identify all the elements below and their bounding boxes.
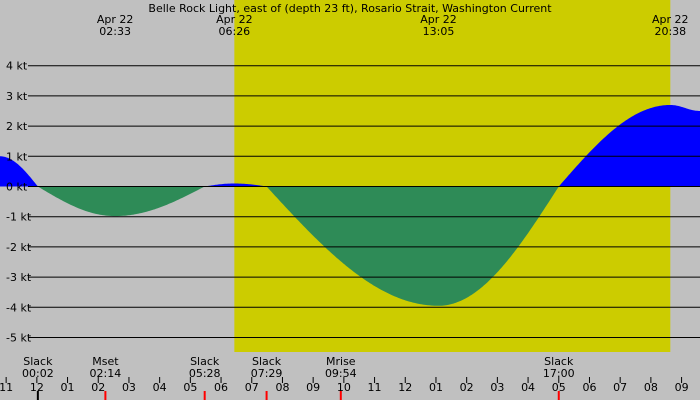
event-name-label: Mset xyxy=(92,355,119,368)
y-tick-label: -2 kt xyxy=(6,241,32,254)
y-tick-label: -5 kt xyxy=(6,332,32,345)
hour-tick-label: 07 xyxy=(613,381,627,394)
hour-tick-label: 03 xyxy=(122,381,136,394)
hour-tick-label: 02 xyxy=(91,381,105,394)
top-date-label: Apr 22 xyxy=(97,13,134,26)
y-tick-label-layer: 4 kt 3 kt 2 kt 1 kt 0 kt -1 kt -2 kt -3 kt -4 kt… xyxy=(6,60,32,345)
top-time-label: 13:05 xyxy=(423,25,455,38)
event-time-label: 07:29 xyxy=(251,367,283,380)
event-name-label: Mrise xyxy=(326,355,356,368)
hour-tick-label: 01 xyxy=(61,381,75,394)
hour-tick-label: 03 xyxy=(490,381,504,394)
y-tick-label: 0 kt xyxy=(6,181,28,194)
chart-title: Belle Rock Light, east of (depth 23 ft),… xyxy=(148,2,552,15)
hour-tick-label: 06 xyxy=(582,381,596,394)
top-time-label: 02:33 xyxy=(99,25,131,38)
hour-tick-label: 09 xyxy=(306,381,320,394)
hour-tick-label: 07 xyxy=(245,381,259,394)
event-time-label: 05:28 xyxy=(189,367,221,380)
top-date-label: Apr 22 xyxy=(652,13,689,26)
y-tick-label: -4 kt xyxy=(6,301,32,314)
hour-tick-label: 01 xyxy=(429,381,443,394)
event-marker xyxy=(339,391,342,400)
event-label-layer: Slack00:02Mset02:14Slack05:28Slack07:29M… xyxy=(22,355,575,400)
hour-tick-label: 05 xyxy=(552,381,566,394)
y-tick-label: -3 kt xyxy=(6,271,32,284)
event-time-label: 02:14 xyxy=(90,367,122,380)
hour-tick-label: 05 xyxy=(183,381,197,394)
hour-tick-label: 09 xyxy=(675,381,689,394)
hour-tick-label: 10 xyxy=(337,381,351,394)
event-time-label: 00:02 xyxy=(22,367,54,380)
y-tick-label: 1 kt xyxy=(6,150,28,163)
event-name-label: Slack xyxy=(190,355,220,368)
top-time-label: 20:38 xyxy=(654,25,686,38)
event-marker xyxy=(557,391,560,400)
hour-tick-label: 02 xyxy=(460,381,474,394)
event-marker xyxy=(203,391,206,400)
hour-tick-label: 11 xyxy=(0,381,13,394)
event-name-label: Slack xyxy=(23,355,53,368)
hour-tick-label: 08 xyxy=(644,381,658,394)
event-time-label: 09:54 xyxy=(325,367,357,380)
event-marker xyxy=(36,391,39,400)
hour-tick-label: 08 xyxy=(275,381,289,394)
hour-tick-label: 12 xyxy=(398,381,412,394)
hour-tick-label: 11 xyxy=(368,381,382,394)
y-tick-label: 4 kt xyxy=(6,60,28,73)
hour-tick-label: 06 xyxy=(214,381,228,394)
event-marker xyxy=(265,391,268,400)
flood-current-area xyxy=(0,105,700,187)
y-tick-label: -1 kt xyxy=(6,211,32,224)
top-date-label: Apr 22 xyxy=(216,13,253,26)
event-time-label: 17:00 xyxy=(543,367,575,380)
top-time-label: 06:26 xyxy=(218,25,250,38)
gridline-layer xyxy=(28,65,700,338)
hour-tick-label: 12 xyxy=(30,381,44,394)
hour-tick-label: 04 xyxy=(521,381,535,394)
hour-tick-layer: 11 12 01 02 03 04 05 06 07 08 09 10 11 12 01 02 03 04 05 06… xyxy=(0,377,689,394)
y-tick-label: 2 kt xyxy=(6,120,28,133)
event-name-label: Slack xyxy=(544,355,574,368)
event-marker xyxy=(104,391,107,400)
hour-tick-label: 04 xyxy=(153,381,167,394)
y-tick-label: 3 kt xyxy=(6,90,28,103)
top-date-label: Apr 22 xyxy=(420,13,457,26)
event-name-label: Slack xyxy=(252,355,282,368)
